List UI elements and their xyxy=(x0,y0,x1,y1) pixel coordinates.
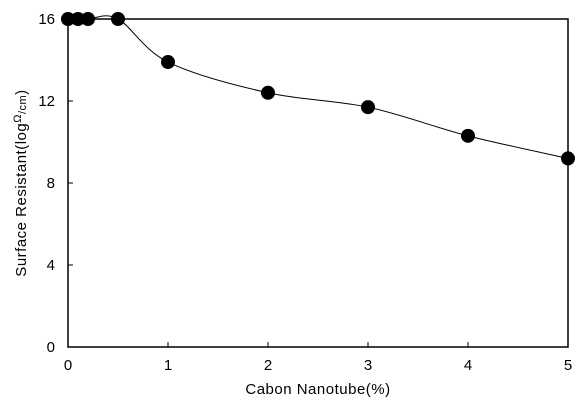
x-tick-label: 4 xyxy=(464,357,472,374)
y-axis-label-sup: Ω xyxy=(12,114,24,123)
y-tick-label: 4 xyxy=(47,257,55,274)
data-point xyxy=(261,85,275,100)
series-curve xyxy=(67,15,569,159)
plot-frame xyxy=(67,18,569,348)
y-tick-label: 0 xyxy=(47,339,55,356)
x-tick-label: 5 xyxy=(564,357,572,374)
y-tick-label: 16 xyxy=(38,11,55,28)
x-tick-label: 2 xyxy=(264,357,272,374)
data-point xyxy=(111,12,125,26)
x-tick-label: 1 xyxy=(164,357,172,374)
y-axis-label-sub: /cm xyxy=(17,95,29,114)
y-tick-label: 8 xyxy=(47,175,55,192)
data-point xyxy=(81,12,95,26)
x-tick-label: 0 xyxy=(64,357,72,374)
data-point xyxy=(71,12,85,26)
y-axis-label-prefix: Surface Resistant(log xyxy=(13,123,30,277)
data-point xyxy=(461,128,475,143)
data-point xyxy=(361,100,375,115)
y-axis-label: Surface Resistant(logΩ/cm) xyxy=(12,89,30,276)
x-tick-label: 3 xyxy=(364,357,372,374)
x-axis-label: Cabon Nanotube(%) xyxy=(245,381,390,398)
y-axis-label-suffix: ) xyxy=(13,89,30,95)
y-tick-label: 12 xyxy=(38,93,55,110)
y-ticks: 0 4 8 12 16 xyxy=(38,11,73,356)
data-point xyxy=(61,12,75,26)
data-points xyxy=(61,12,575,166)
x-ticks: 0 1 2 3 4 5 xyxy=(64,342,572,374)
data-point xyxy=(161,55,175,70)
data-point xyxy=(561,151,575,166)
